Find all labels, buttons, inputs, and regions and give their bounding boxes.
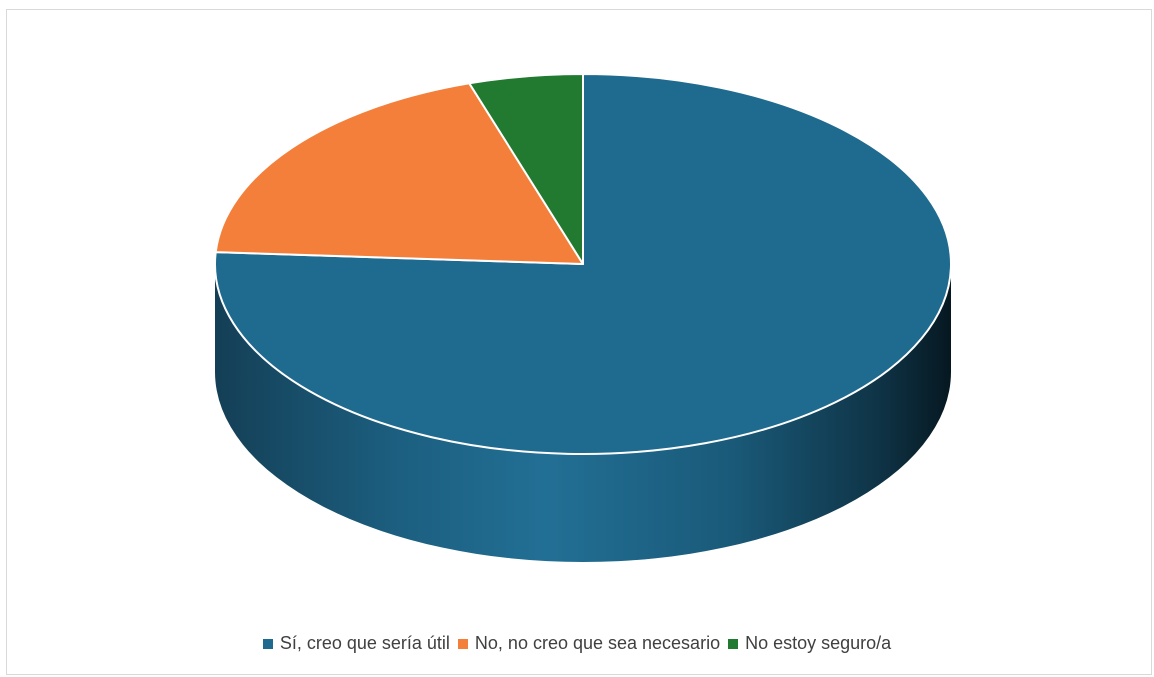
slice-no [214,82,584,265]
legend-swatch-no [457,638,468,649]
legend: Sí, creo que sería útil No, no creo que … [0,633,1154,654]
legend-item-no: No, no creo que sea necesario [457,633,721,654]
legend-item-si: Sí, creo que sería útil [262,633,450,654]
pie-side [215,264,951,562]
slice-no-seguro [468,73,584,265]
legend-swatch-no-seguro [728,638,739,649]
legend-label-no-seguro: No estoy seguro/a [745,633,892,653]
pie-side-wall [215,264,951,562]
legend-item-no-seguro: No estoy seguro/a [728,633,891,654]
pie-slices [214,73,952,455]
legend-label-si: Sí, creo que sería útil [279,633,450,653]
legend-swatch-si [262,638,273,649]
legend-label-no: No, no creo que sea necesario [474,633,721,653]
